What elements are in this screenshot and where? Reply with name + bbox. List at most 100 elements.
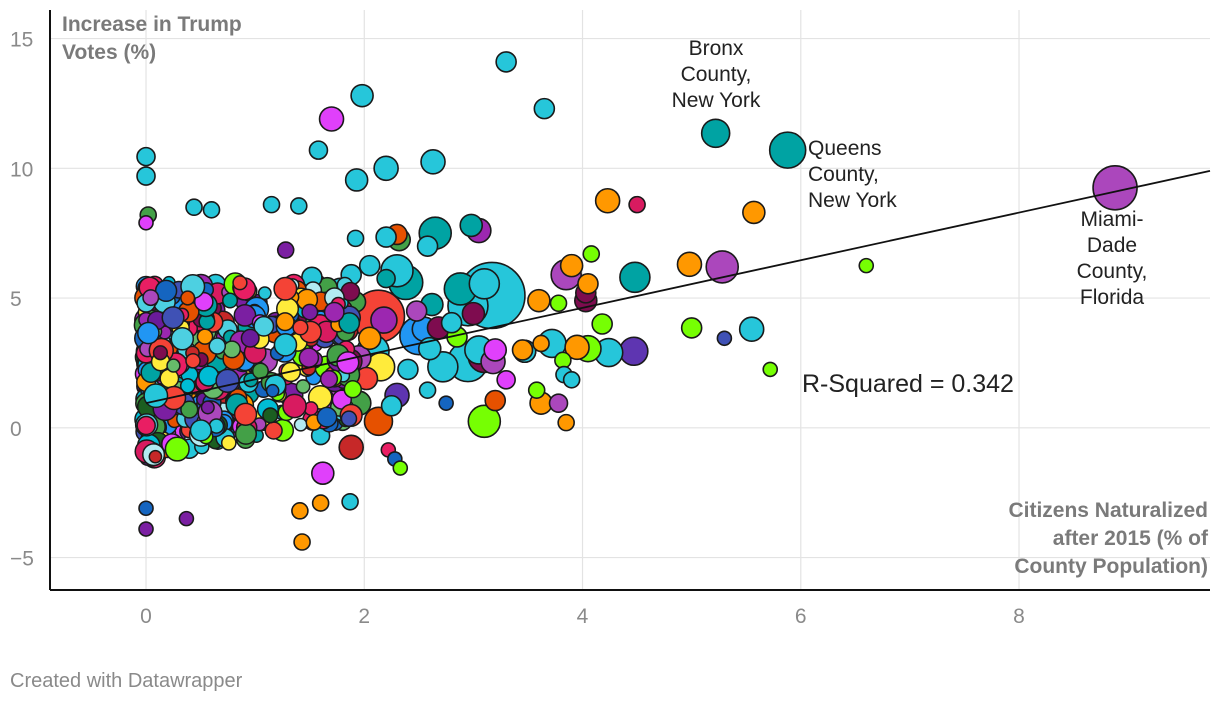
data-point: [532, 334, 550, 353]
data-point: [397, 358, 419, 381]
data-point: [700, 118, 731, 149]
data-point: [136, 146, 156, 167]
data-point: [264, 421, 283, 440]
data-point: [301, 303, 319, 321]
data-point: [762, 361, 779, 378]
data-point: [358, 254, 381, 277]
data-point: [273, 333, 298, 357]
data-point: [768, 131, 807, 169]
data-point: [341, 492, 359, 511]
data-point: [316, 406, 338, 428]
data-point: [136, 415, 156, 436]
data-point: [161, 306, 185, 330]
bronx-label: New York: [672, 89, 761, 112]
miami-dade-label: Florida: [1080, 286, 1145, 309]
data-point: [253, 315, 275, 337]
data-point: [380, 394, 403, 417]
data-point: [178, 510, 195, 527]
data-point: [376, 268, 396, 289]
data-point: [185, 353, 201, 369]
x-axis-label: Citizens Naturalized: [1008, 499, 1208, 522]
data-points: [133, 51, 1138, 551]
data-point: [496, 369, 516, 390]
data-point: [716, 330, 733, 347]
y-axis-label: Votes (%): [62, 41, 156, 64]
bronx-label: County,: [681, 63, 752, 86]
data-point: [202, 201, 221, 219]
miami-dade-label: County,: [1077, 260, 1148, 283]
x-tick-labels: 0 2 4 6 8: [140, 605, 1025, 628]
data-point: [136, 166, 156, 186]
data-point: [467, 404, 502, 439]
data-point: [577, 272, 599, 295]
data-point: [582, 245, 601, 263]
data-point: [742, 200, 766, 225]
data-point: [232, 275, 248, 291]
data-point: [311, 494, 330, 512]
x-tick-label: 6: [795, 605, 807, 628]
data-point: [257, 286, 272, 301]
data-point: [291, 502, 309, 520]
x-tick-label: 4: [577, 605, 589, 628]
data-point: [738, 316, 765, 342]
data-point: [459, 213, 484, 238]
data-point: [142, 289, 160, 307]
data-point: [323, 301, 345, 323]
data-point: [427, 351, 459, 383]
data-point: [308, 140, 329, 160]
miami-dade-label: Dade: [1087, 234, 1137, 257]
data-point: [180, 290, 196, 306]
trendline: [145, 170, 1211, 405]
data-point: [185, 198, 203, 217]
data-point: [166, 358, 181, 373]
data-point: [240, 328, 260, 348]
data-point: [148, 449, 163, 464]
y-tick-label: 5: [10, 288, 22, 311]
data-point: [549, 294, 568, 313]
annotations: Bronx County, New York Queens County, New Yor…: [672, 37, 1148, 398]
data-point: [170, 327, 195, 351]
y-tick-labels: 15 10 5 0 −5: [10, 29, 34, 571]
data-point: [562, 370, 581, 389]
data-point: [233, 303, 257, 327]
data-point: [311, 461, 335, 486]
data-point: [189, 419, 212, 442]
data-point: [290, 197, 308, 215]
data-point: [292, 319, 309, 336]
y-axis-label: Increase in Trump: [62, 13, 242, 36]
bronx-label: Bronx: [689, 37, 744, 60]
r-squared-label: R-Squared = 0.342: [802, 370, 1014, 398]
data-point: [619, 336, 649, 367]
data-point: [152, 345, 168, 361]
queens-label: Queens: [808, 137, 882, 160]
data-point: [559, 253, 584, 278]
data-point: [676, 251, 703, 278]
data-point: [564, 334, 590, 361]
data-point: [265, 383, 280, 398]
data-point: [137, 321, 160, 345]
data-point: [350, 83, 374, 108]
data-point: [346, 229, 365, 248]
data-point: [420, 149, 446, 175]
data-point: [343, 380, 362, 399]
datawrapper-credit: Created with Datawrapper: [10, 670, 243, 692]
data-point: [527, 288, 551, 313]
data-point: [298, 347, 320, 368]
data-point: [416, 235, 439, 257]
data-point: [234, 422, 258, 445]
data-point: [262, 195, 281, 214]
data-point: [215, 368, 240, 393]
data-point: [222, 340, 241, 359]
data-point: [392, 460, 409, 476]
data-point: [275, 312, 295, 332]
x-tick-label: 2: [358, 605, 370, 628]
data-point: [282, 393, 307, 419]
x-tick-label: 8: [1013, 605, 1025, 628]
data-point: [484, 389, 507, 412]
data-point: [318, 106, 345, 132]
y-tick-label: 0: [10, 418, 22, 441]
data-point: [461, 301, 486, 326]
data-point: [438, 395, 454, 411]
data-point: [180, 400, 199, 419]
